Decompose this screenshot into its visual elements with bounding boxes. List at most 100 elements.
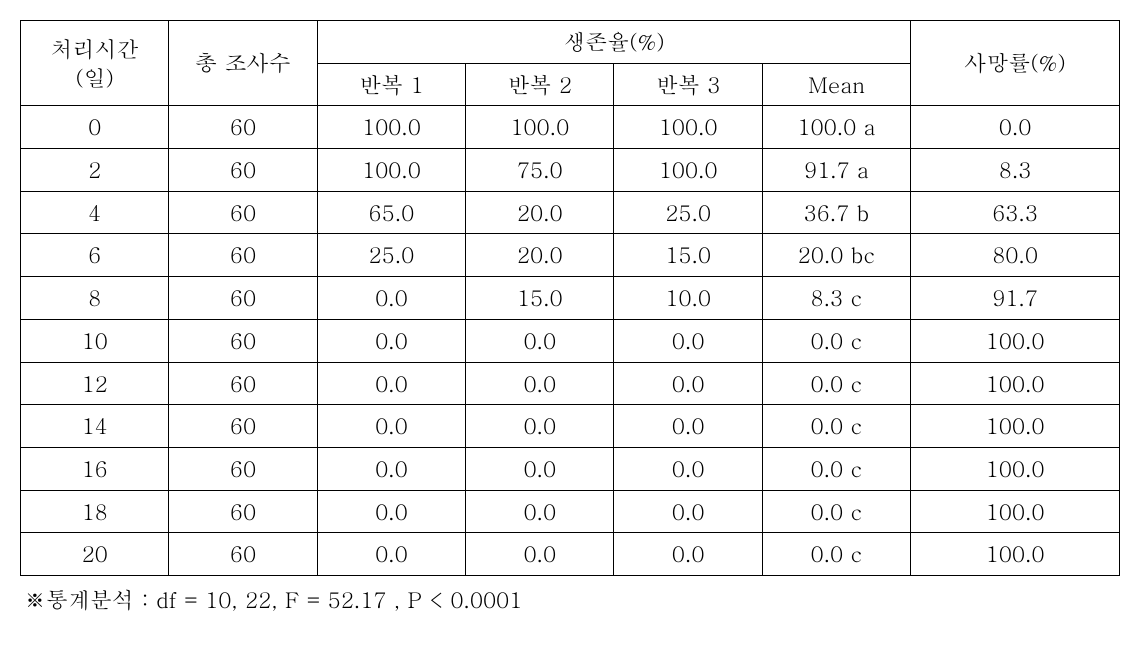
cell-mort: 0.0: [911, 106, 1120, 149]
table-row: 46065.020.025.036.7 b63.3: [21, 191, 1120, 234]
cell-r3: 15.0: [614, 234, 762, 277]
cell-mort: 91.7: [911, 277, 1120, 320]
cell-r3: 100.0: [614, 149, 762, 192]
table-row: 260100.075.0100.091.7 a8.3: [21, 149, 1120, 192]
cell-r3: 0.0: [614, 319, 762, 362]
cell-mean: 20.0 bc: [762, 234, 910, 277]
cell-r1: 25.0: [317, 234, 465, 277]
cell-mean: 100.0 a: [762, 106, 910, 149]
table-row: 12600.00.00.00.0 c100.0: [21, 362, 1120, 405]
cell-n: 60: [169, 319, 317, 362]
cell-mean: 0.0 c: [762, 362, 910, 405]
cell-r1: 0.0: [317, 447, 465, 490]
cell-r2: 20.0: [466, 234, 614, 277]
survival-table: 처리시간 (일) 총 조사수 생존율(%) 사망률(%) 반복 1 반복 2 반…: [20, 20, 1120, 576]
table-row: 8600.015.010.08.3 c91.7: [21, 277, 1120, 320]
cell-r2: 0.0: [466, 405, 614, 448]
cell-r1: 0.0: [317, 277, 465, 320]
cell-mean: 91.7 a: [762, 149, 910, 192]
table-row: 20600.00.00.00.0 c100.0: [21, 533, 1120, 576]
cell-n: 60: [169, 447, 317, 490]
cell-mean: 0.0 c: [762, 447, 910, 490]
cell-r1: 100.0: [317, 106, 465, 149]
cell-r3: 0.0: [614, 490, 762, 533]
cell-r1: 0.0: [317, 362, 465, 405]
cell-n: 60: [169, 234, 317, 277]
cell-mean: 0.0 c: [762, 533, 910, 576]
cell-r2: 0.0: [466, 490, 614, 533]
cell-time: 2: [21, 149, 169, 192]
cell-r1: 0.0: [317, 405, 465, 448]
cell-time: 20: [21, 533, 169, 576]
cell-r3: 0.0: [614, 533, 762, 576]
col-header-rep1: 반복 1: [317, 63, 465, 106]
cell-time: 18: [21, 490, 169, 533]
cell-n: 60: [169, 277, 317, 320]
cell-r2: 75.0: [466, 149, 614, 192]
cell-mean: 8.3 c: [762, 277, 910, 320]
cell-mean: 0.0 c: [762, 405, 910, 448]
cell-mort: 100.0: [911, 490, 1120, 533]
col-header-mean: Mean: [762, 63, 910, 106]
cell-mort: 8.3: [911, 149, 1120, 192]
cell-mort: 100.0: [911, 405, 1120, 448]
cell-time: 0: [21, 106, 169, 149]
cell-r2: 100.0: [466, 106, 614, 149]
table-body: 060100.0100.0100.0100.0 a0.0260100.075.0…: [21, 106, 1120, 576]
cell-r1: 0.0: [317, 319, 465, 362]
cell-r3: 0.0: [614, 362, 762, 405]
cell-time: 6: [21, 234, 169, 277]
table-row: 66025.020.015.020.0 bc80.0: [21, 234, 1120, 277]
cell-r2: 0.0: [466, 319, 614, 362]
col-header-survival-group: 생존율(%): [317, 21, 910, 64]
cell-time: 16: [21, 447, 169, 490]
cell-time: 12: [21, 362, 169, 405]
cell-n: 60: [169, 533, 317, 576]
cell-n: 60: [169, 106, 317, 149]
cell-r3: 0.0: [614, 405, 762, 448]
cell-r1: 0.0: [317, 490, 465, 533]
col-header-time-line1: 처리시간: [51, 33, 139, 64]
cell-mean: 0.0 c: [762, 490, 910, 533]
cell-r3: 0.0: [614, 447, 762, 490]
cell-r3: 25.0: [614, 191, 762, 234]
cell-mort: 100.0: [911, 319, 1120, 362]
cell-r2: 0.0: [466, 362, 614, 405]
cell-n: 60: [169, 490, 317, 533]
cell-mort: 100.0: [911, 362, 1120, 405]
cell-mean: 36.7 b: [762, 191, 910, 234]
cell-n: 60: [169, 362, 317, 405]
cell-r2: 0.0: [466, 447, 614, 490]
cell-n: 60: [169, 191, 317, 234]
cell-r1: 0.0: [317, 533, 465, 576]
cell-time: 14: [21, 405, 169, 448]
footnote: ※통계분석 : df = 10, 22, F = 52.17 , P < 0.0…: [20, 576, 1120, 615]
cell-r3: 100.0: [614, 106, 762, 149]
col-header-total: 총 조사수: [169, 21, 317, 106]
cell-r3: 10.0: [614, 277, 762, 320]
cell-mort: 100.0: [911, 447, 1120, 490]
cell-n: 60: [169, 405, 317, 448]
col-header-rep2: 반복 2: [466, 63, 614, 106]
cell-mort: 80.0: [911, 234, 1120, 277]
cell-mort: 63.3: [911, 191, 1120, 234]
cell-n: 60: [169, 149, 317, 192]
table-row: 18600.00.00.00.0 c100.0: [21, 490, 1120, 533]
cell-time: 4: [21, 191, 169, 234]
col-header-mortality: 사망률(%): [911, 21, 1120, 106]
cell-mean: 0.0 c: [762, 319, 910, 362]
cell-time: 10: [21, 319, 169, 362]
cell-time: 8: [21, 277, 169, 320]
cell-r2: 20.0: [466, 191, 614, 234]
table-row: 060100.0100.0100.0100.0 a0.0: [21, 106, 1120, 149]
table-header: 처리시간 (일) 총 조사수 생존율(%) 사망률(%) 반복 1 반복 2 반…: [21, 21, 1120, 106]
cell-r1: 100.0: [317, 149, 465, 192]
table-row: 10600.00.00.00.0 c100.0: [21, 319, 1120, 362]
table-row: 16600.00.00.00.0 c100.0: [21, 447, 1120, 490]
cell-r2: 0.0: [466, 533, 614, 576]
table-row: 14600.00.00.00.0 c100.0: [21, 405, 1120, 448]
col-header-rep3: 반복 3: [614, 63, 762, 106]
cell-mort: 100.0: [911, 533, 1120, 576]
cell-r2: 15.0: [466, 277, 614, 320]
cell-r1: 65.0: [317, 191, 465, 234]
